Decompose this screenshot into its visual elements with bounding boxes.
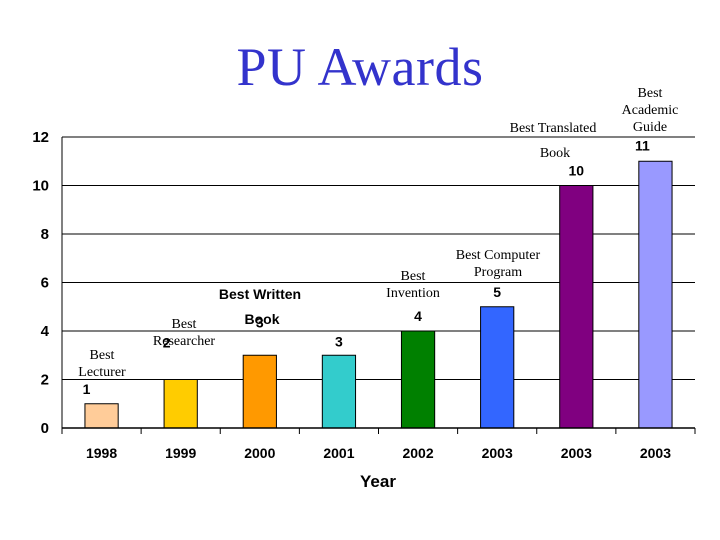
x-tick-label: 2002 — [402, 445, 433, 461]
y-tick-label: 8 — [41, 226, 49, 243]
bar-annotation: Best — [638, 86, 663, 101]
bar-annotation: Lecturer — [78, 365, 126, 380]
data-label: 5 — [493, 284, 501, 300]
bar-annotation: Guide — [633, 120, 667, 135]
data-label: 11 — [635, 137, 650, 153]
bar-annotation: Researcher — [153, 334, 216, 349]
page-title: PU Awards — [236, 37, 484, 97]
bar — [400, 330, 436, 429]
bar — [559, 185, 594, 429]
y-tick-label: 2 — [41, 372, 49, 389]
y-tick-label: 10 — [32, 178, 49, 195]
bar — [480, 306, 515, 429]
x-tick-label: 2003 — [482, 445, 513, 461]
x-tick-label: 2001 — [323, 445, 354, 461]
data-label: 1 — [83, 381, 91, 397]
bar — [242, 354, 277, 429]
bar — [163, 379, 198, 429]
x-axis-title: Year — [360, 472, 396, 491]
data-label: 4 — [414, 308, 422, 324]
data-label: 2 — [163, 335, 171, 351]
y-tick-label: 0 — [41, 420, 49, 437]
bar-annotation: Best — [90, 348, 115, 363]
x-tick-label: 2000 — [244, 445, 275, 461]
bars — [84, 160, 673, 429]
x-tick-label: 2003 — [561, 445, 592, 461]
x-tick-label: 1999 — [165, 445, 196, 461]
bar — [638, 160, 673, 429]
bar-annotation: Best — [172, 317, 197, 332]
data-label: 3 — [335, 333, 343, 349]
y-tick-label: 6 — [41, 275, 49, 292]
bar-annotation: Academic — [622, 103, 679, 118]
bar-annotation: Program — [474, 265, 522, 280]
labels: 0 2 4 6 8 10 12 1998 1 1999 2 2000 3 2001 3 2002 4 2003 5 2… — [32, 86, 678, 461]
bar — [84, 403, 119, 429]
bar-annotation: Best — [401, 269, 426, 284]
x-tick-label: 1998 — [86, 445, 117, 461]
bar — [321, 354, 357, 429]
bar-annotation: Book — [245, 311, 280, 327]
bar-annotation: Invention — [386, 286, 440, 301]
y-tick-label: 4 — [41, 323, 50, 340]
data-label: 10 — [569, 163, 585, 179]
axes — [61, 137, 696, 434]
bar-annotation: Best Written — [219, 286, 301, 302]
x-tick-label: 2003 — [640, 445, 671, 461]
bar-annotation: Best Computer — [456, 248, 541, 263]
y-tick-label: 12 — [32, 129, 49, 146]
bar-annotation: Best Translated — [510, 121, 597, 136]
bar-annotation: Book — [540, 146, 570, 161]
data-label: 3 — [256, 314, 264, 330]
